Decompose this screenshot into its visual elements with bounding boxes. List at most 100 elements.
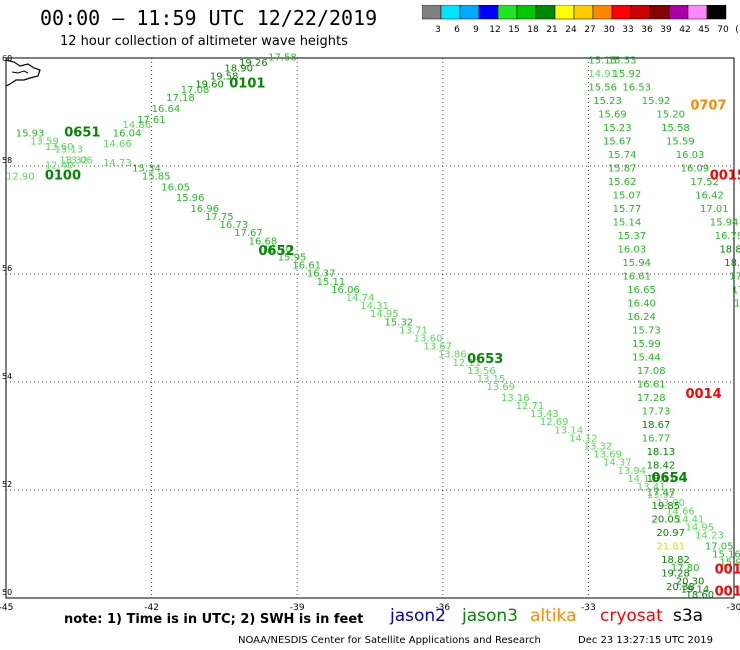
wave-height-value: 14.31: [360, 301, 389, 312]
track-time-label: 0012: [715, 584, 740, 599]
wave-height-value: 15.73: [632, 325, 661, 336]
wave-height-value: 16.03: [618, 244, 647, 255]
colorbar-tick: 6: [454, 25, 460, 35]
wave-height-value: 17.67: [234, 228, 263, 239]
wave-height-value: 12.40: [45, 161, 74, 172]
wave-height-value: 15.56: [588, 82, 617, 93]
coastline: [5, 59, 41, 87]
wave-height-value: 20.97: [656, 528, 685, 539]
wave-height-value: 15.23: [603, 123, 632, 134]
map-frame: [5, 57, 735, 599]
sat-jason3: jason3: [462, 606, 518, 626]
wave-height-value: 13.59: [30, 136, 59, 147]
wave-height-value: 20.38: [666, 582, 695, 593]
wave-height-value: 17.05: [705, 541, 734, 552]
wave-height-value: 17: [734, 298, 740, 309]
track-time-label: 0013: [715, 563, 740, 578]
page-subtitle: 12 hour collection of altimeter wave hei…: [60, 34, 348, 49]
lon-tick-label: -39: [290, 603, 305, 613]
track-time-label: 0652: [258, 244, 294, 259]
colorbar-tick: 30: [603, 25, 615, 35]
wave-height-value: 17.73: [642, 406, 671, 417]
wave-height-value: 15.85: [142, 172, 171, 183]
wave-height-value: 15.92: [613, 69, 642, 80]
wave-height-value: 16.53: [622, 82, 651, 93]
wave-height-value: 19.85: [651, 501, 680, 512]
wave-height-value: 15.62: [608, 177, 637, 188]
wave-height-value: 14.37: [603, 458, 632, 469]
wave-height-value: 18.81: [719, 244, 740, 255]
wave-height-value: 16.79: [715, 231, 740, 242]
wave-height-value: 15.53: [608, 55, 637, 66]
wave-height-value: 13.43: [530, 409, 559, 420]
wave-height-value: 16.77: [642, 433, 671, 444]
note-text: note: 1) Time is in UTC; 2) SWH is in fe…: [64, 612, 364, 627]
wave-height-value: 14.23: [695, 531, 724, 542]
wave-height-value: 12.71: [516, 401, 545, 412]
wave-height-value: 17.75: [205, 212, 234, 223]
wave-height-value: 13.41: [637, 482, 666, 493]
footer-credit: NOAA/NESDIS Center for Satellite Applica…: [238, 635, 541, 646]
lat-tick-label: 60: [2, 54, 12, 63]
wave-height-value: 20.30: [676, 577, 705, 588]
colorbar-tick: 21: [546, 25, 557, 35]
wave-height-value: 15.69: [598, 109, 627, 120]
wave-height-value: 17.52: [690, 177, 719, 188]
wave-height-value: 18.11: [647, 474, 676, 485]
wave-height-value: 15.67: [603, 136, 632, 147]
wave-height-value: 13.14: [554, 425, 583, 436]
wave-height-value: 18.13: [647, 447, 676, 458]
wave-height-value: 13.32: [59, 155, 88, 166]
wave-height-value: 13.56: [467, 366, 496, 377]
wave-height-value: 19.58: [210, 72, 239, 83]
wave-height-value: 16.61: [622, 271, 651, 282]
wave-height-value: 14.95: [685, 523, 714, 534]
track-time-label: 0654: [651, 471, 687, 486]
wave-height-value: 15.07: [613, 190, 642, 201]
wave-height-value: 17.01: [700, 204, 729, 215]
wave-height-value: 15.94: [710, 217, 739, 228]
wave-height-value: 18.90: [224, 64, 253, 75]
lon-tick-label: -42: [144, 603, 159, 613]
colorbar-tick: 24: [565, 25, 577, 35]
wave-height-value: 19.28: [661, 568, 690, 579]
wave-height-value: 13.67: [423, 342, 452, 353]
wave-height-value: 18.67: [642, 420, 671, 431]
track-time-label: 0014: [685, 387, 721, 402]
wave-height-value: 13.32: [584, 442, 613, 453]
wave-height-value: 13.71: [399, 325, 428, 336]
wave-height-value: 17.28: [637, 393, 666, 404]
wave-height-value: 15.94: [622, 258, 651, 269]
wave-height-value: 15.34: [132, 163, 161, 174]
wave-height-value: 13.92: [647, 490, 676, 501]
lon-tick-label: -33: [581, 603, 596, 613]
wave-height-value: 16.06: [331, 285, 360, 296]
wave-height-value: 19.14: [681, 585, 710, 596]
wave-height-value: 13.69: [486, 382, 515, 393]
lat-tick-label: 56: [2, 264, 12, 273]
wave-height-value: 14.73: [103, 158, 132, 169]
wave-height-value: 19.60: [195, 80, 224, 91]
track-time-label: 0653: [467, 352, 503, 367]
colorbar-tick: 9: [473, 25, 479, 35]
track-time-label: 0707: [690, 98, 726, 113]
map-grid: [6, 58, 734, 598]
lat-tick-label: 50: [2, 588, 12, 597]
wave-height-value: 16.03: [676, 150, 705, 161]
wave-height-value: 14.91: [588, 69, 617, 80]
wave-height-value: 16.05: [161, 182, 190, 193]
track-times: 0100 0651 0101 0652 0653 0654 0015 0014 0707 0013…: [45, 77, 740, 600]
wave-height-value: 13.86: [438, 350, 467, 361]
wave-height-value: 16.24: [627, 312, 656, 323]
wave-height-value: 15.95: [278, 253, 307, 264]
colorbar-tick: 36: [641, 25, 653, 35]
wave-height-value: 15.15: [588, 55, 617, 66]
colorbar-tick: 15: [508, 25, 519, 35]
wave-height-value: 16.64: [152, 104, 181, 115]
wave-height-value: 16.61: [637, 379, 666, 390]
wave-height-value: 15.70: [263, 244, 292, 255]
colorbar-swatch: [706, 5, 727, 20]
wave-height-value: 13.06: [64, 155, 93, 166]
colorbar-tick: 3: [435, 25, 441, 35]
